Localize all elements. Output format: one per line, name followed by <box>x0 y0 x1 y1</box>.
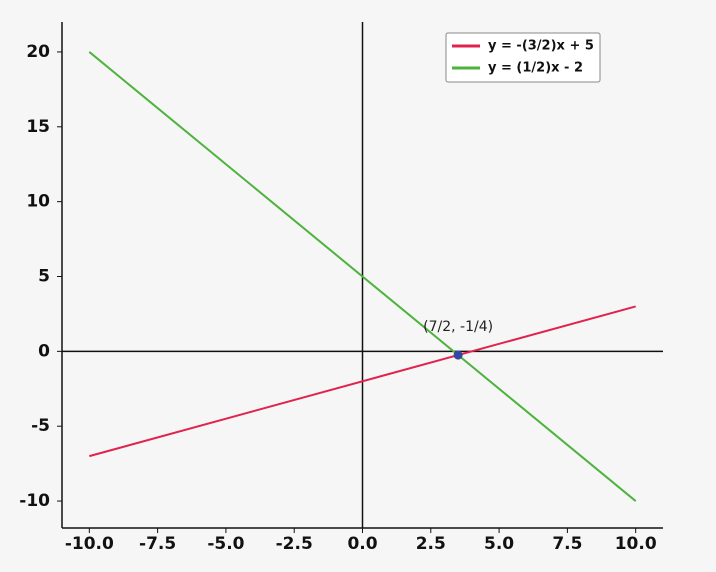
x-tick-label: 2.5 <box>416 534 446 554</box>
legend-label: y = (1/2)x - 2 <box>488 61 583 76</box>
x-tick-label: 5.0 <box>484 534 514 554</box>
y-tick-label: 0 <box>38 341 50 361</box>
series-line <box>88 51 637 502</box>
legend-box <box>445 32 601 83</box>
y-tick-label: 5 <box>38 266 50 286</box>
series-line <box>89 305 636 458</box>
x-tick-label: -5.0 <box>207 534 244 554</box>
y-tick-label: 15 <box>26 117 50 137</box>
y-tick-label: -10 <box>19 491 50 511</box>
point-annotation: (7/2, -1/4) <box>423 319 493 335</box>
x-tick-label: -10.0 <box>65 534 114 554</box>
legend-label: y = -(3/2)x + 5 <box>488 39 594 54</box>
y-tick-label: -5 <box>31 416 50 436</box>
x-tick-label: 10.0 <box>615 534 657 554</box>
x-tick-label: -2.5 <box>276 534 313 554</box>
x-tick-label: 0.0 <box>347 534 377 554</box>
x-tick-label: -7.5 <box>139 534 176 554</box>
y-tick-label: 20 <box>26 42 50 62</box>
intersection-point <box>453 350 463 360</box>
y-tick-label: 10 <box>26 192 50 212</box>
x-tick-label: 7.5 <box>552 534 582 554</box>
